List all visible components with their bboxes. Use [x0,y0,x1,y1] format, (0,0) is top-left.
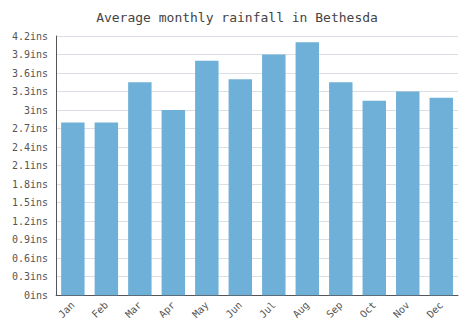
svg-text:0.6ins: 0.6ins [12,253,48,264]
svg-text:Jun: Jun [224,299,245,320]
svg-text:Jan: Jan [56,299,77,320]
svg-text:Mar: Mar [123,299,144,320]
svg-text:0.9ins: 0.9ins [12,234,48,245]
svg-text:1.5ins: 1.5ins [12,197,48,208]
svg-text:1.2ins: 1.2ins [12,216,48,227]
svg-text:Average monthly rainfall in Be: Average monthly rainfall in Bethesda [96,10,378,25]
svg-text:Nov: Nov [391,299,412,320]
svg-text:3ins: 3ins [24,105,48,116]
svg-text:0.3ins: 0.3ins [12,271,48,282]
svg-text:4.2ins: 4.2ins [12,31,48,42]
svg-text:Dec: Dec [425,299,446,320]
svg-text:2.4ins: 2.4ins [12,142,48,153]
svg-text:3.3ins: 3.3ins [12,86,48,97]
svg-text:2.7ins: 2.7ins [12,123,48,134]
svg-text:Oct: Oct [358,299,379,320]
svg-text:2.1ins: 2.1ins [12,160,48,171]
svg-text:Aug: Aug [291,299,312,320]
svg-text:Feb: Feb [90,299,111,320]
svg-text:3.9ins: 3.9ins [12,49,48,60]
svg-text:0ins: 0ins [24,290,48,301]
svg-text:3.6ins: 3.6ins [12,68,48,79]
svg-text:Jul: Jul [257,299,278,320]
svg-text:1.8ins: 1.8ins [12,179,48,190]
svg-text:May: May [190,299,211,320]
svg-text:Apr: Apr [157,299,178,320]
svg-text:Sep: Sep [324,299,345,320]
